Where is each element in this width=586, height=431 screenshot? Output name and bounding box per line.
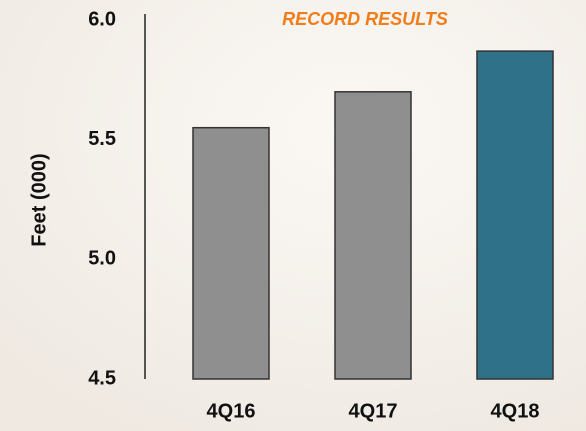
chart-title: RECORD RESULTS <box>282 9 448 29</box>
bar <box>476 50 554 380</box>
bar <box>192 126 270 380</box>
x-tick-label: 4Q16 <box>207 400 256 422</box>
x-tick-label: 4Q18 <box>491 400 540 422</box>
y-tick-label: 6.0 <box>88 8 116 30</box>
x-tick-label: 4Q17 <box>349 400 398 422</box>
y-axis-label: Feet (000) <box>28 153 50 246</box>
y-tick-label: 4.5 <box>88 367 116 389</box>
y-tick-label: 5.5 <box>88 128 116 150</box>
bar <box>334 91 412 380</box>
y-tick-label: 5.0 <box>88 248 116 270</box>
